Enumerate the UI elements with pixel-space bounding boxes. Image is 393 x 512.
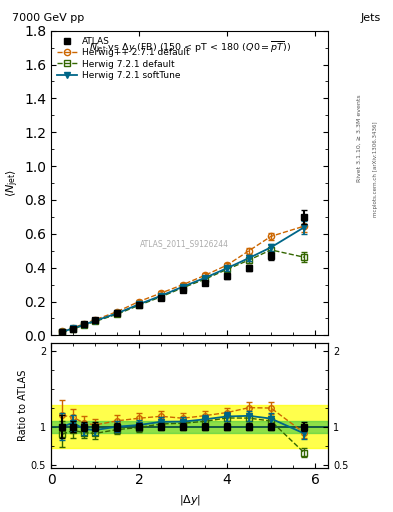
Text: $N_\mathrm{jet}$ vs $\Delta y$ (FB) (150 < pT < 180 ($Q0 = \overline{pT}$)): $N_\mathrm{jet}$ vs $\Delta y$ (FB) (150… — [88, 40, 291, 55]
Y-axis label: Ratio to ATLAS: Ratio to ATLAS — [18, 370, 28, 441]
Bar — [51, 420, 328, 433]
Bar — [51, 406, 328, 448]
Text: mcplots.cern.ch [arXiv:1306.3436]: mcplots.cern.ch [arXiv:1306.3436] — [373, 121, 378, 217]
Legend: ATLAS, Herwig++ 2.7.1 default, Herwig 7.2.1 default, Herwig 7.2.1 softTune: ATLAS, Herwig++ 2.7.1 default, Herwig 7.… — [55, 35, 191, 81]
X-axis label: $|\Delta y|$: $|\Delta y|$ — [178, 493, 201, 507]
Text: Jets: Jets — [361, 13, 381, 23]
Y-axis label: $\langle N_\mathrm{jet}\rangle$: $\langle N_\mathrm{jet}\rangle$ — [5, 169, 21, 197]
Text: ATLAS_2011_S9126244: ATLAS_2011_S9126244 — [140, 240, 229, 248]
Text: 7000 GeV pp: 7000 GeV pp — [12, 13, 84, 23]
Text: Rivet 3.1.10, ≥ 3.3M events: Rivet 3.1.10, ≥ 3.3M events — [357, 94, 362, 182]
